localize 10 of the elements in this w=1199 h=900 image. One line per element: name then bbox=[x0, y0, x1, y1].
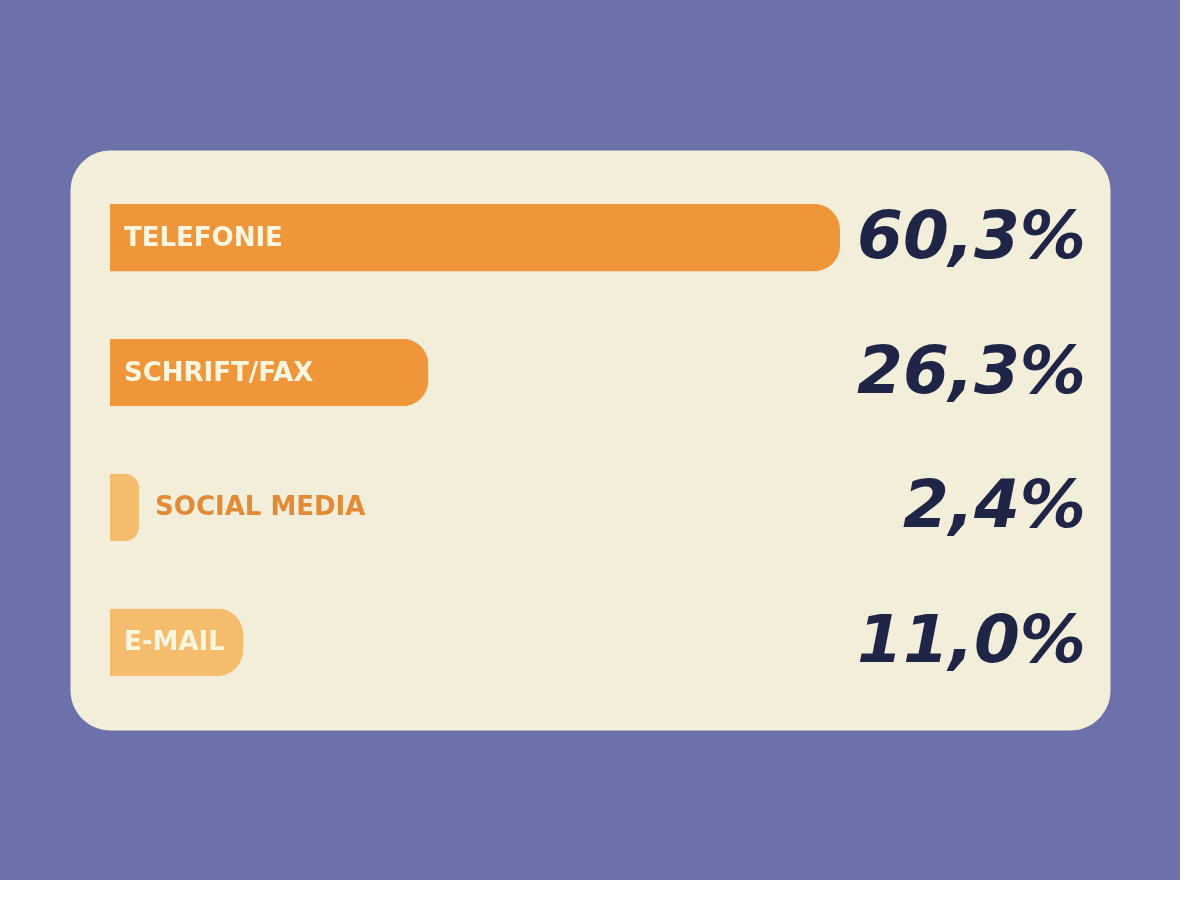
y-tick-label: SCHRIFT/FAX bbox=[124, 356, 314, 387]
data-label: 60,3% bbox=[857, 196, 1086, 274]
y-tick-label: TELEFONIE bbox=[124, 221, 283, 252]
bar bbox=[110, 473, 140, 542]
y-tick-label: SOCIAL MEDIA bbox=[155, 491, 366, 522]
data-label: 11,0% bbox=[857, 601, 1086, 679]
data-label: 26,3% bbox=[857, 331, 1086, 409]
data-label: 2,4% bbox=[902, 466, 1086, 544]
y-tick-label: E-MAIL bbox=[124, 626, 225, 657]
bar bbox=[110, 203, 840, 272]
